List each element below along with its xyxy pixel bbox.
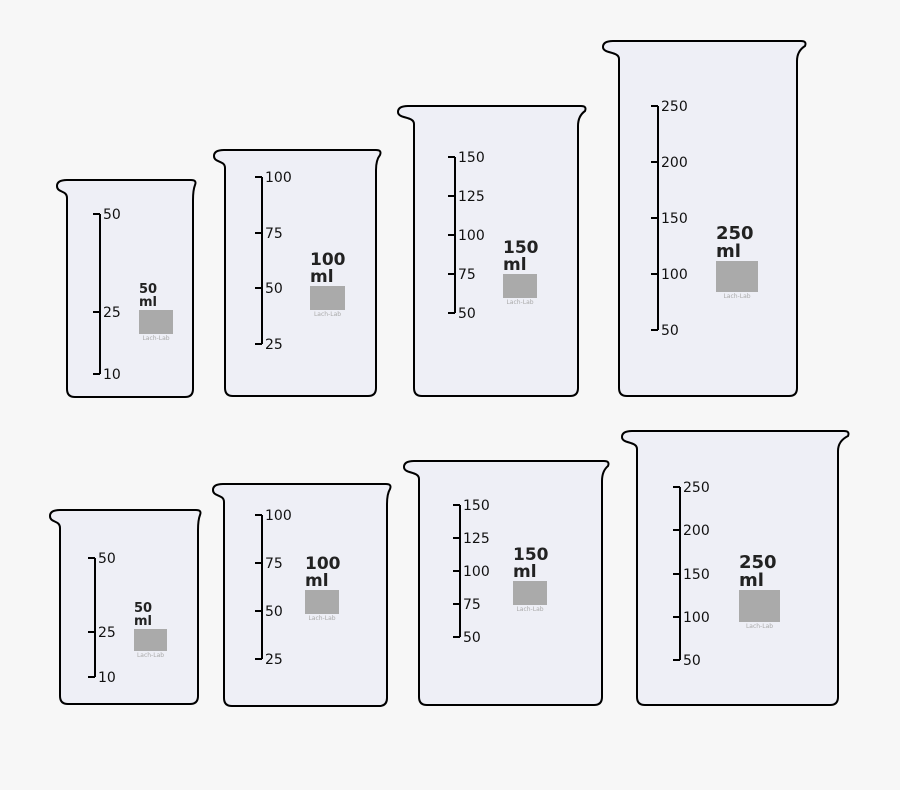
capacity-label: 250: [716, 223, 754, 244]
scale-label: 50: [103, 207, 121, 223]
brand-label: Lach-Lab: [746, 623, 773, 630]
label-box: [513, 581, 547, 605]
capacity-label: 100: [310, 250, 346, 270]
beaker-outline: [601, 40, 807, 397]
unit-label: ml: [503, 255, 527, 275]
label-box: [716, 261, 758, 292]
scale-label: 100: [463, 564, 490, 580]
capacity-label: 50: [139, 282, 157, 297]
scale-label: 125: [463, 531, 490, 547]
scale-label: 50: [265, 281, 283, 297]
brand-label: Lach-Lab: [516, 606, 543, 613]
brand-label: Lach-Lab: [506, 299, 533, 306]
scale-label: 50: [265, 604, 283, 620]
scale-label: 150: [683, 567, 710, 583]
beaker-outline: [48, 509, 202, 705]
brand-label: Lach-Lab: [308, 615, 335, 622]
scale-label: 100: [265, 508, 292, 524]
label-box: [134, 629, 167, 651]
unit-label: ml: [305, 571, 329, 591]
beaker-outline: [402, 460, 610, 706]
capacity-label: 150: [503, 238, 539, 258]
unit-label: ml: [139, 295, 157, 310]
brand-label: Lach-Lab: [137, 652, 164, 659]
scale-label: 75: [458, 267, 476, 283]
scale-label: 100: [265, 170, 292, 186]
brand-label: Lach-Lab: [142, 335, 169, 342]
scale-label: 100: [661, 267, 688, 283]
scale-label: 50: [661, 323, 679, 339]
scale-label: 125: [458, 189, 485, 205]
unit-label: ml: [134, 614, 152, 629]
scale-label: 50: [463, 630, 481, 646]
scale-label: 25: [265, 337, 283, 353]
scale-label: 150: [661, 211, 688, 227]
scale-label: 75: [265, 556, 283, 572]
scale-label: 10: [98, 670, 116, 686]
label-box: [310, 286, 345, 310]
unit-label: ml: [513, 562, 537, 582]
scale-label: 25: [265, 652, 283, 668]
capacity-label: 50: [134, 601, 152, 616]
scale-label: 50: [683, 653, 701, 669]
label-box: [139, 310, 173, 334]
scale-label: 150: [458, 150, 485, 166]
scale-label: 10: [103, 367, 121, 383]
scale-label: 50: [458, 306, 476, 322]
scale-label: 100: [458, 228, 485, 244]
brand-label: Lach-Lab: [723, 293, 750, 300]
label-box: [305, 590, 339, 614]
scale-label: 25: [103, 305, 121, 321]
capacity-label: 150: [513, 545, 549, 565]
scale-label: 200: [661, 155, 688, 171]
capacity-label: 250: [739, 552, 777, 573]
scale-label: 100: [683, 610, 710, 626]
scale-label: 50: [98, 551, 116, 567]
beaker-outline: [396, 105, 587, 397]
capacity-label: 100: [305, 554, 341, 574]
beaker-outline: [211, 483, 392, 707]
unit-label: ml: [310, 267, 334, 287]
scale-label: 75: [265, 226, 283, 242]
scale-label: 25: [98, 625, 116, 641]
unit-label: ml: [739, 570, 764, 591]
scale-label: 150: [463, 498, 490, 514]
scale-label: 250: [661, 99, 688, 115]
unit-label: ml: [716, 241, 741, 262]
brand-label: Lach-Lab: [314, 311, 341, 318]
label-box: [503, 274, 537, 298]
label-box: [739, 590, 780, 622]
scale-label: 200: [683, 523, 710, 539]
beaker-outline: [620, 430, 850, 706]
beaker-outline: [212, 149, 382, 397]
scale-label: 250: [683, 480, 710, 496]
scale-label: 75: [463, 597, 481, 613]
beaker-outline: [55, 179, 197, 398]
